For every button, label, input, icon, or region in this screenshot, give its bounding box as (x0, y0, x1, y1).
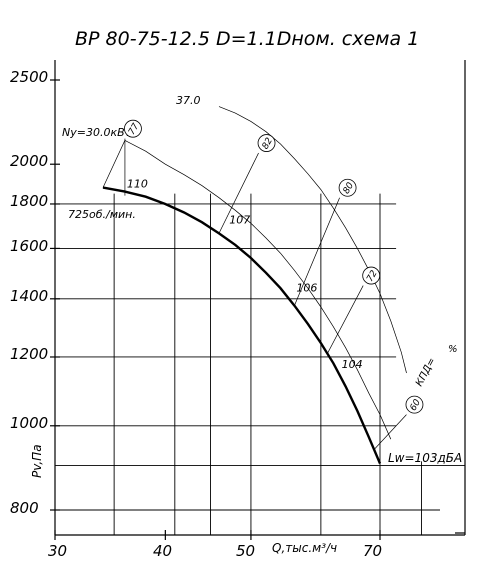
chart-title: ВР 80-75-12.5 D=1.1Dном. схема 1 (75, 28, 419, 50)
efficiency-line (218, 152, 259, 234)
y-tick-label: 2500 (10, 68, 48, 86)
y-axis-label: Pv,Па (30, 444, 44, 478)
efficiency-label: КПД= (414, 356, 438, 388)
noise-value: 110 (127, 178, 148, 191)
grid-layer (50, 60, 466, 540)
speed-label: 725об./мин. (68, 208, 136, 221)
y-tick-label: 1800 (10, 192, 48, 210)
efficiency-circle (338, 178, 357, 197)
noise-value: 106 (296, 281, 317, 294)
noise-label: Lw=103дБА (388, 451, 462, 465)
y-tick-label: 1000 (10, 414, 48, 432)
x-tick-label: 50 (236, 542, 255, 560)
efficiency-line (326, 285, 364, 355)
noise-value: 107 (229, 214, 250, 227)
x-tick-label: 30 (48, 542, 67, 560)
y-tick-label: 1600 (10, 237, 48, 255)
efficiency-unit: % (448, 344, 458, 355)
efficiency-line (294, 197, 340, 306)
efficiency-circle (257, 134, 276, 152)
x-axis-label: Q,тыс.м³/ч (272, 541, 337, 555)
upper-curve (218, 106, 407, 374)
y-tick-label: 800 (10, 499, 39, 517)
y-tick-label: 1200 (10, 345, 48, 363)
efficiency-circle (124, 119, 142, 138)
x-tick-label: 40 (153, 542, 172, 560)
pressure-curve (102, 186, 382, 464)
efficiency-circle (362, 266, 381, 285)
x-tick-label: 70 (363, 542, 382, 560)
y-tick-label: 1400 (10, 287, 48, 305)
power-curve (102, 139, 392, 440)
power-label: Nу=30.0кВт (62, 126, 132, 139)
upper-curve-label: 37.0 (176, 94, 201, 107)
efficiency-circle (405, 395, 424, 414)
noise-value: 104 (342, 358, 363, 371)
efficiency-line (374, 414, 407, 450)
y-tick-label: 2000 (10, 152, 48, 170)
